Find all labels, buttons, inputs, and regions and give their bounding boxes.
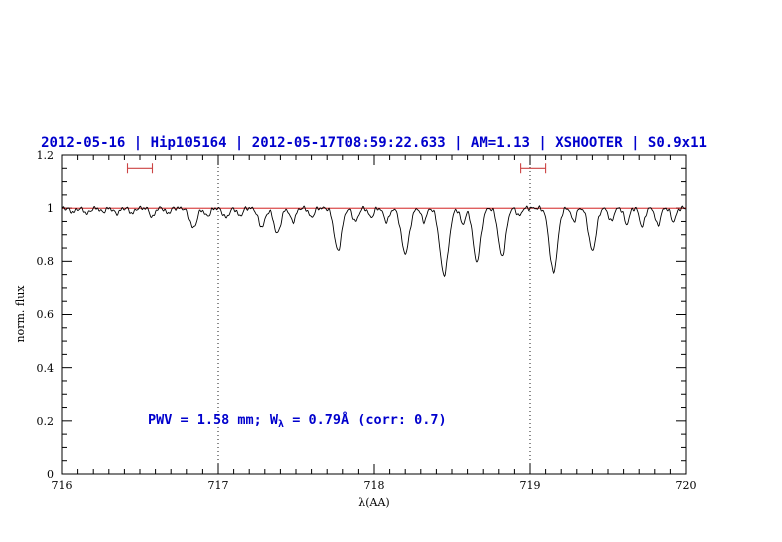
y-tick-label: 0.2	[37, 415, 55, 428]
x-tick-label: 719	[520, 479, 541, 492]
y-tick-label: 1	[47, 202, 54, 215]
y-tick-label: 1.2	[37, 149, 55, 162]
x-tick-label: 716	[52, 479, 73, 492]
x-tick-label: 718	[364, 479, 385, 492]
y-tick-label: 0	[47, 468, 54, 481]
y-tick-label: 0.6	[37, 308, 55, 321]
plot-title: 2012-05-16 | Hip105164 | 2012-05-17T08:5…	[41, 135, 707, 151]
x-tick-label: 717	[208, 479, 229, 492]
x-axis-label: λ(AA)	[358, 496, 389, 509]
interval-marker-right	[520, 163, 547, 174]
y-tick-label: 0.4	[37, 362, 55, 375]
y-tick-label: 0.8	[37, 255, 55, 268]
interval-marker-left	[126, 163, 154, 174]
y-axis-label: norm. flux	[14, 285, 27, 343]
spectrum-line	[61, 205, 687, 278]
pwv-annotation: PWV = 1.58 mm; Wλ = 0.79Å (corr: 0.7)	[148, 411, 447, 430]
x-tick-label: 720	[676, 479, 697, 492]
